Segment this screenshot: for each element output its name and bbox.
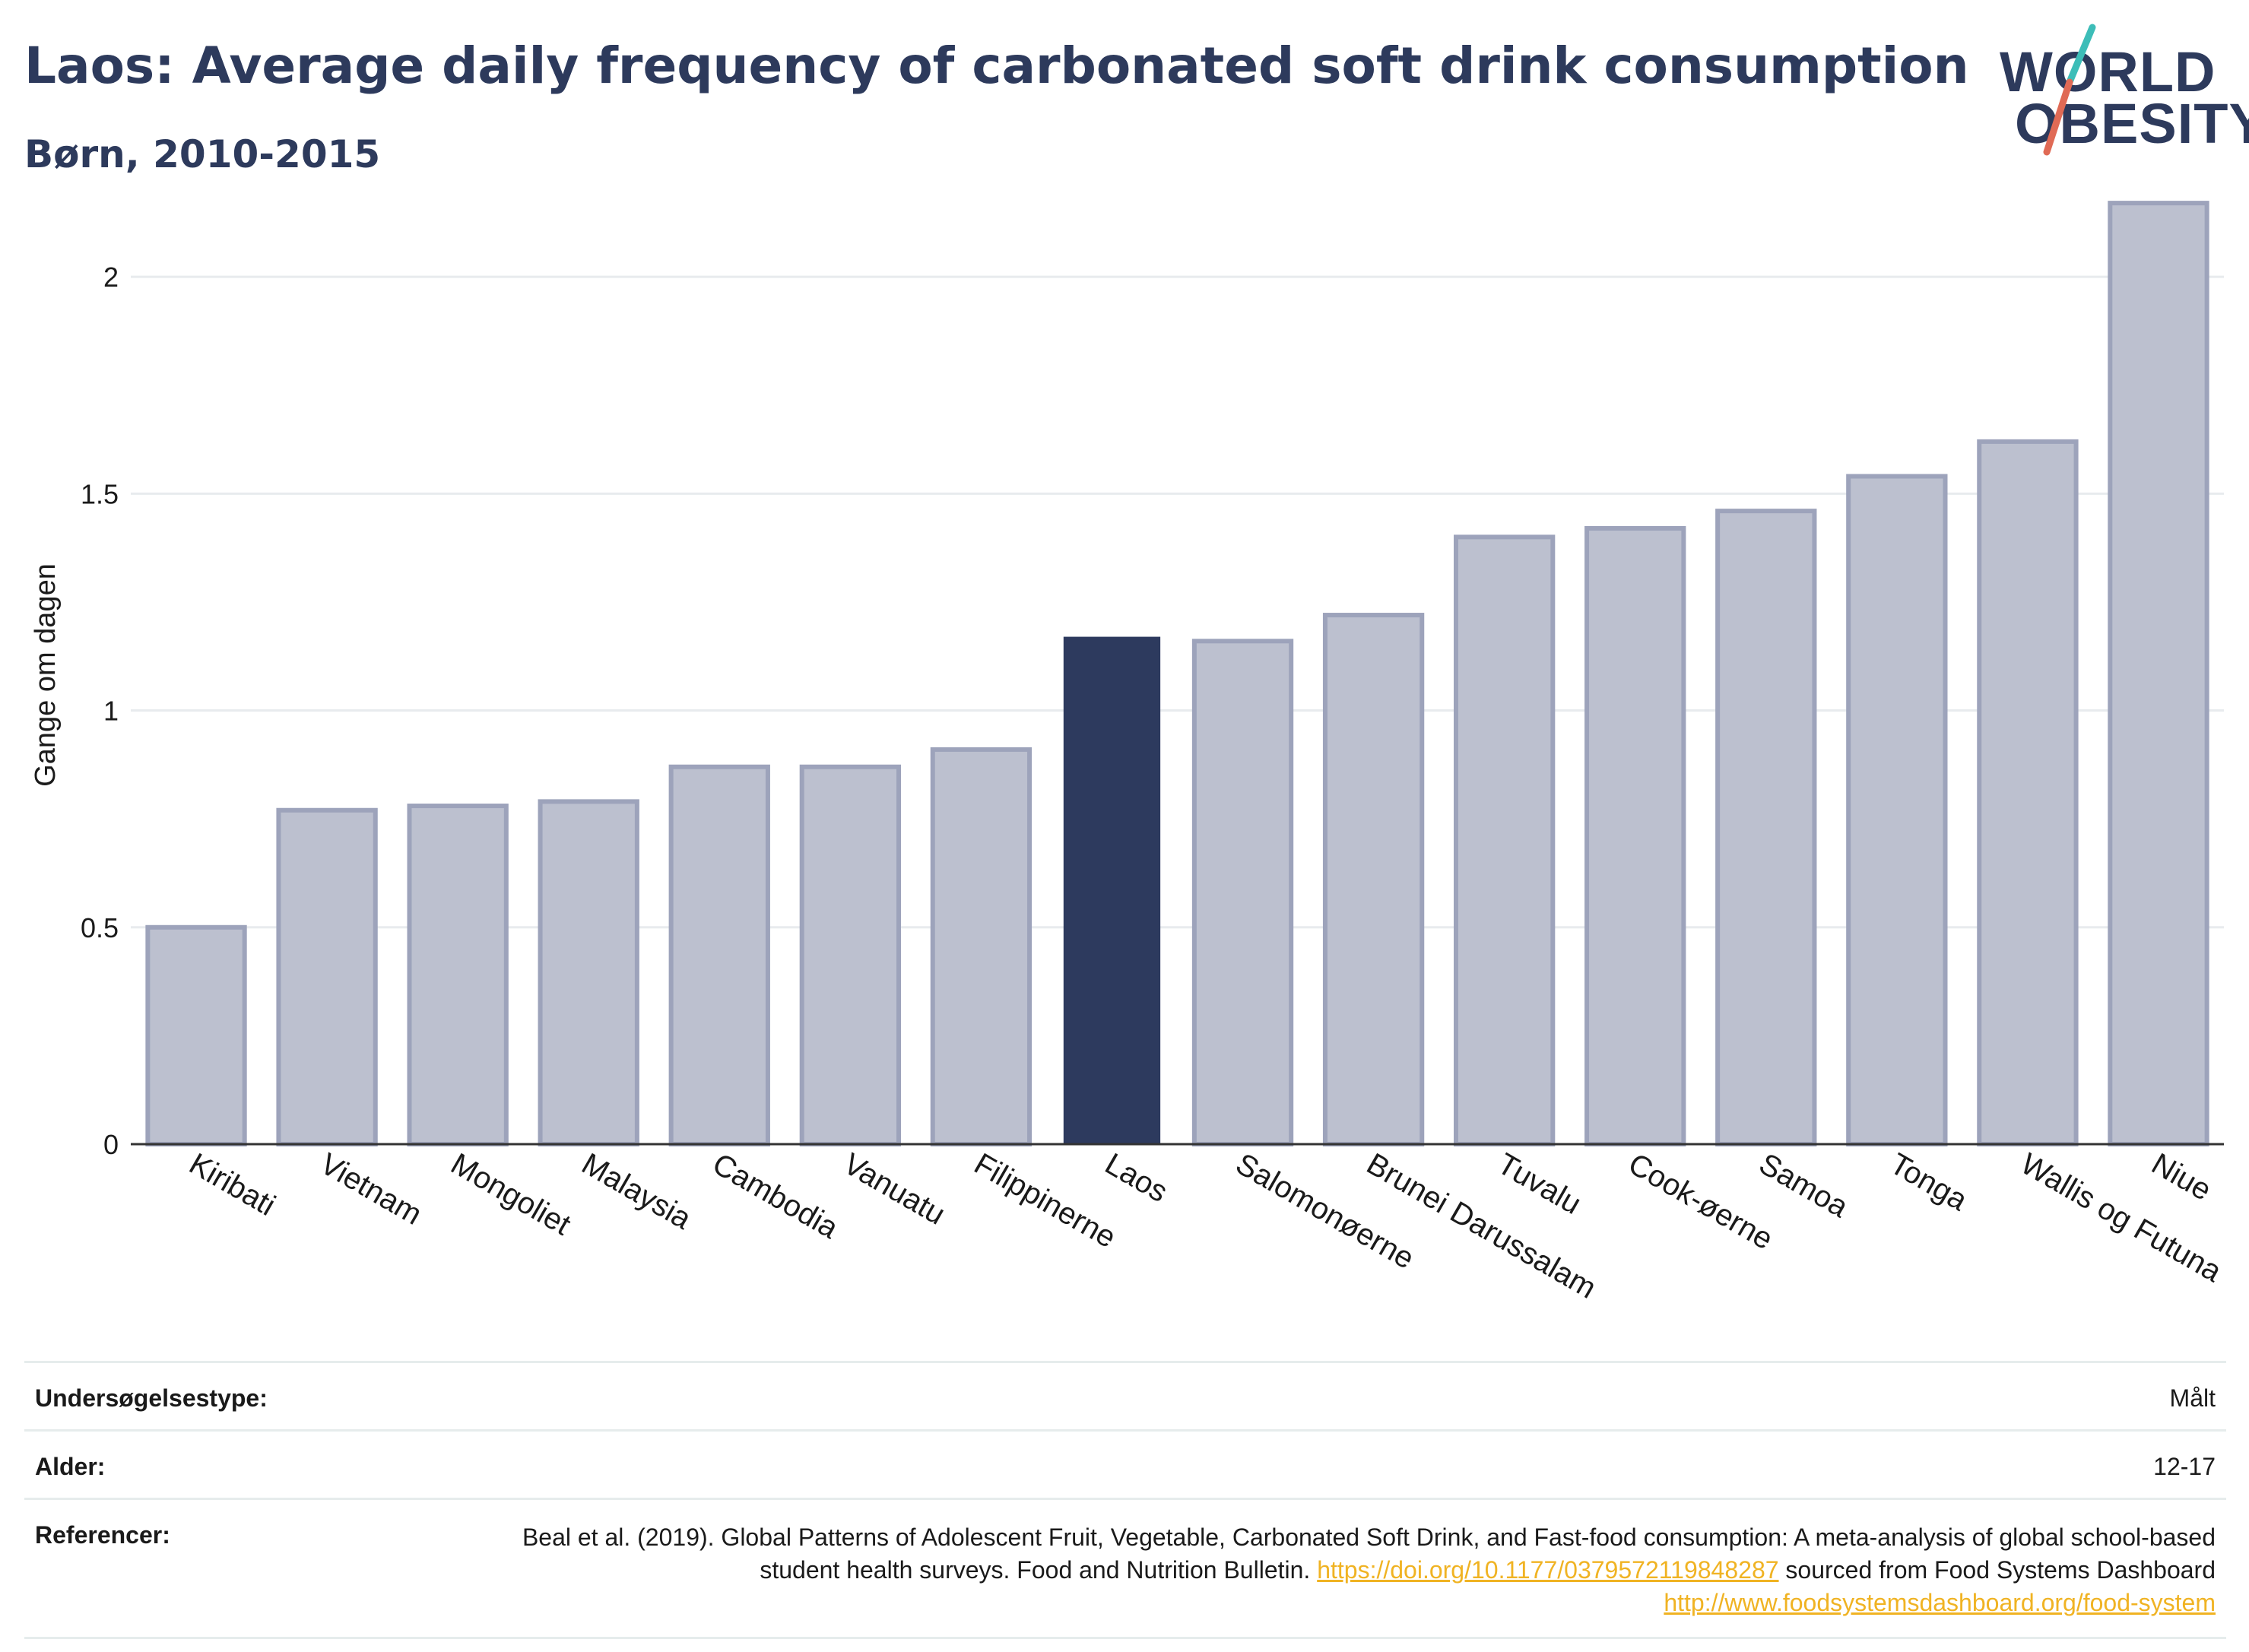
x-tick-label: Niue <box>2146 1147 2216 1207</box>
y-tick-label: 0.5 <box>81 912 119 943</box>
age-value: 12-17 <box>2153 1453 2216 1480</box>
x-tick-label: Vietnam <box>315 1147 427 1232</box>
x-tick-labels: Kiribati Vietnam Mongoliet Malaysia Cambodia… <box>184 1147 2228 1305</box>
bar-malaysia <box>538 799 639 1147</box>
y-tick-label: 2 <box>103 262 119 293</box>
bar-niue <box>2108 201 2209 1146</box>
bar-laos <box>1063 636 1161 1144</box>
bars <box>145 201 2209 1147</box>
references-text: Beal et al. (2019). Global Patterns of A… <box>522 1524 2216 1584</box>
bar-vietnam <box>276 807 378 1146</box>
x-tick-label: Tuvalu <box>1492 1147 1587 1221</box>
bar-cook-øerne <box>1584 525 1686 1146</box>
bar-brunei-darussalam <box>1322 613 1425 1146</box>
bar-samoa <box>1715 509 1817 1146</box>
bar-kiribati <box>145 924 247 1146</box>
x-tick-label: Cambodia <box>707 1147 845 1246</box>
x-tick-label: Cook-øerne <box>1623 1147 1778 1257</box>
world-obesity-logo: WORLD OBESITY <box>1984 23 2249 160</box>
x-tick-label: Samoa <box>1753 1147 1854 1225</box>
x-tick-label: Tonga <box>1884 1147 1973 1218</box>
references-label: Referencer: <box>35 1521 170 1549</box>
doi-link[interactable]: https://doi.org/10.1177/0379572119848287 <box>1317 1556 1779 1584</box>
info-row-age: Alder: 12-17 <box>24 1429 2226 1498</box>
references-middle: sourced from Food Systems Dashboard <box>1785 1556 2216 1584</box>
bar-cambodia <box>668 764 770 1146</box>
logo-word-1: WORLD <box>2000 40 2216 103</box>
age-label: Alder: <box>35 1453 106 1480</box>
y-tick-label: 0 <box>103 1129 119 1160</box>
y-axis-title: Gange om dagen <box>30 563 62 787</box>
chart-subtitle: Børn, 2010-2015 <box>24 132 381 176</box>
x-tick-label: Laos <box>1099 1147 1173 1209</box>
info-table: Undersøgelsestype: Målt Alder: 12-17 Ref… <box>24 1361 2226 1639</box>
survey-type-value: Målt <box>2169 1384 2216 1412</box>
bar-tonga <box>1846 474 1948 1146</box>
y-tick-labels: 0 0.5 1 1.5 2 <box>81 262 119 1160</box>
references-value: Beal et al. (2019). Global Patterns of A… <box>467 1521 2216 1620</box>
y-tick-label: 1 <box>103 696 119 727</box>
x-tick-label: Filippinerne <box>969 1147 1121 1254</box>
info-row-survey-type: Undersøgelsestype: Målt <box>24 1361 2226 1429</box>
dashboard-link[interactable]: http://www.foodsystemsdashboard.org/food… <box>1664 1589 2216 1617</box>
bar-tuvalu <box>1453 534 1556 1146</box>
survey-type-label: Undersøgelsestype: <box>35 1384 268 1412</box>
bar-vanuatu <box>799 764 902 1146</box>
x-tick-label: Kiribati <box>184 1147 281 1222</box>
x-tick-label: Mongoliet <box>446 1147 576 1242</box>
info-row-references: Referencer: Beal et al. (2019). Global P… <box>24 1498 2226 1639</box>
y-tick-label: 1.5 <box>81 478 119 509</box>
bar-salomonøerne <box>1191 639 1294 1146</box>
bar-mongoliet <box>407 804 509 1146</box>
chart-title: Laos: Average daily frequency of carbona… <box>24 36 1969 95</box>
x-tick-label: Malaysia <box>576 1147 697 1236</box>
x-tick-label: Brunei Darussalam <box>1361 1147 1602 1305</box>
bar-filippinerne <box>930 747 1033 1146</box>
bar-wallis-og-futuna <box>1977 439 2079 1146</box>
x-tick-label: Vanuatu <box>838 1147 950 1232</box>
logo-slash-icon <box>2043 24 2096 156</box>
bar-chart: Kiribati Vietnam Mongoliet Malaysia Cambodia… <box>30 201 2228 1305</box>
